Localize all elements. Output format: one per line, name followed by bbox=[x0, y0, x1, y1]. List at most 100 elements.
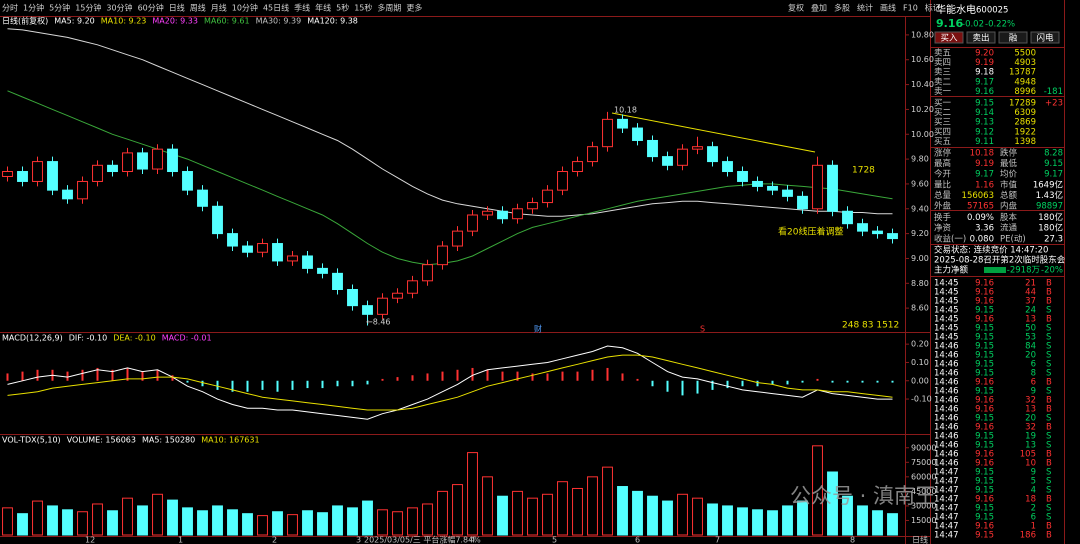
period-tab[interactable]: 10分钟 bbox=[232, 3, 258, 13]
legend-item: MA10: 9.23 bbox=[101, 17, 147, 26]
trade-volume: 21 bbox=[1025, 279, 1036, 289]
price-annotations: 10.18 ←8.46 1728 看20线压着调整 248 83 1512 财 … bbox=[366, 106, 899, 334]
x-label: 1 bbox=[178, 536, 183, 544]
volume-bar bbox=[797, 500, 808, 536]
trade-price: 9.16 bbox=[975, 297, 994, 307]
trade-time: 14:45 bbox=[934, 333, 959, 343]
y-tick-label: 9.60 bbox=[911, 179, 929, 188]
trade-time: 14:46 bbox=[934, 423, 959, 433]
trade-flag: S bbox=[1046, 504, 1051, 514]
y-tick-label: 0.20 bbox=[911, 340, 929, 349]
tool-button[interactable]: 统计 bbox=[857, 3, 873, 13]
legend-item: VOLUME: 156063 bbox=[67, 436, 136, 445]
trade-price: 9.15 bbox=[975, 441, 994, 451]
period-tab[interactable]: 45日线 bbox=[263, 3, 289, 13]
candle-body bbox=[707, 146, 718, 163]
trade-flag: B bbox=[1046, 279, 1052, 289]
trade-flag: B bbox=[1046, 405, 1052, 415]
stat-label: 量比 bbox=[934, 179, 951, 190]
volume-bar bbox=[17, 513, 28, 536]
period-tab[interactable]: 周线 bbox=[190, 3, 206, 13]
y-tick-label: 0.00 bbox=[911, 376, 929, 385]
trade-button-label[interactable]: 闪电 bbox=[1036, 33, 1054, 44]
legend-item: DIF: -0.10 bbox=[69, 334, 107, 343]
trade-time: 14:45 bbox=[934, 279, 959, 289]
stat-value: 180亿 bbox=[1038, 212, 1063, 223]
volume-bar bbox=[362, 500, 373, 536]
trade-button-label[interactable]: 卖出 bbox=[972, 33, 989, 44]
period-tab[interactable]: 15分钟 bbox=[75, 3, 101, 13]
volume-bar bbox=[752, 509, 763, 536]
trade-button[interactable] bbox=[934, 31, 964, 44]
period-tab[interactable]: 5分钟 bbox=[49, 3, 70, 13]
stat-value: 10.18 bbox=[970, 149, 994, 159]
trade-volume: 19 bbox=[1025, 432, 1036, 442]
candle-body bbox=[887, 233, 898, 240]
volume-bar bbox=[767, 510, 778, 536]
trade-flag: S bbox=[1046, 342, 1051, 352]
period-tab[interactable]: 年线 bbox=[315, 3, 331, 13]
tool-button[interactable]: 多股 bbox=[834, 3, 850, 13]
period-tab[interactable]: 季线 bbox=[294, 3, 310, 13]
trade-price: 9.15 bbox=[975, 504, 994, 514]
trade-volume: 6 bbox=[1031, 378, 1036, 388]
book-volume: 8996 bbox=[1014, 87, 1036, 97]
candle-body bbox=[557, 171, 568, 191]
stat-value: 27.3 bbox=[1044, 234, 1063, 244]
stat-label: 最高 bbox=[934, 158, 951, 169]
period-tab[interactable]: 60分钟 bbox=[138, 3, 164, 13]
notice: 2025-08-28召开第2次临时股东会 bbox=[934, 255, 1066, 266]
stat-label: 均价 bbox=[1000, 169, 1018, 180]
y-tick-label: 9.80 bbox=[911, 155, 929, 164]
y-tick-label: 10.60 bbox=[911, 55, 934, 64]
book-price: 9.14 bbox=[975, 108, 994, 118]
candle-body bbox=[542, 189, 553, 204]
period-tab[interactable]: 1分钟 bbox=[23, 3, 44, 13]
trade-price: 9.15 bbox=[975, 414, 994, 424]
trade-time: 14:46 bbox=[934, 441, 959, 451]
volume-bar bbox=[632, 490, 643, 536]
book-volume: 4903 bbox=[1014, 58, 1036, 68]
period-tab[interactable]: 分时 bbox=[2, 3, 18, 13]
trade-volume: 8 bbox=[1031, 369, 1036, 379]
trade-price: 9.15 bbox=[975, 342, 994, 352]
book-price: 9.12 bbox=[975, 127, 994, 137]
candle-body bbox=[197, 189, 208, 207]
trade-price: 9.15 bbox=[975, 369, 994, 379]
period-tab[interactable]: 月线 bbox=[211, 3, 227, 13]
candle-body bbox=[692, 146, 703, 150]
legend-item: MA5: 9.20 bbox=[54, 17, 95, 26]
trade-flag: B bbox=[1046, 531, 1052, 541]
x-label: 5 bbox=[552, 536, 557, 544]
candle-body bbox=[47, 161, 58, 191]
trade-volume: 13 bbox=[1025, 441, 1036, 451]
tool-button[interactable]: 画线 bbox=[880, 3, 896, 13]
level-label: 1728 bbox=[852, 166, 875, 176]
book-change: -181 bbox=[1044, 87, 1063, 97]
trade-time: 14:45 bbox=[934, 324, 959, 334]
trade-button[interactable] bbox=[1030, 31, 1060, 44]
trade-flag: S bbox=[1046, 387, 1051, 397]
tool-button[interactable]: F10 bbox=[903, 4, 918, 13]
x-label: 8 bbox=[850, 536, 855, 544]
period-tab[interactable]: 15秒 bbox=[354, 3, 372, 13]
trade-button-label[interactable]: 融 bbox=[1009, 33, 1018, 44]
period-tab[interactable]: 多周期 bbox=[377, 3, 401, 13]
period-tab[interactable]: 30分钟 bbox=[106, 3, 132, 13]
trade-button-label[interactable]: 买入 bbox=[940, 34, 958, 44]
tool-button[interactable]: 复权 bbox=[788, 3, 804, 13]
book-price: 9.11 bbox=[975, 137, 994, 147]
candle-body bbox=[662, 156, 673, 166]
tool-button[interactable]: 叠加 bbox=[811, 3, 827, 13]
indicator-line bbox=[7, 28, 893, 217]
period-tab[interactable]: 更多 bbox=[406, 3, 422, 13]
tool-button[interactable]: 标记 bbox=[925, 3, 941, 13]
trade-price: 9.15 bbox=[975, 351, 994, 361]
period-tab[interactable]: 日线 bbox=[169, 3, 185, 13]
trade-button[interactable] bbox=[998, 31, 1028, 44]
trade-button[interactable] bbox=[966, 31, 996, 44]
candle-body bbox=[512, 208, 523, 220]
book-label: 买一 bbox=[934, 99, 952, 109]
bottom-stats: 248 83 1512 bbox=[842, 321, 899, 331]
period-tab[interactable]: 5秒 bbox=[336, 3, 349, 13]
